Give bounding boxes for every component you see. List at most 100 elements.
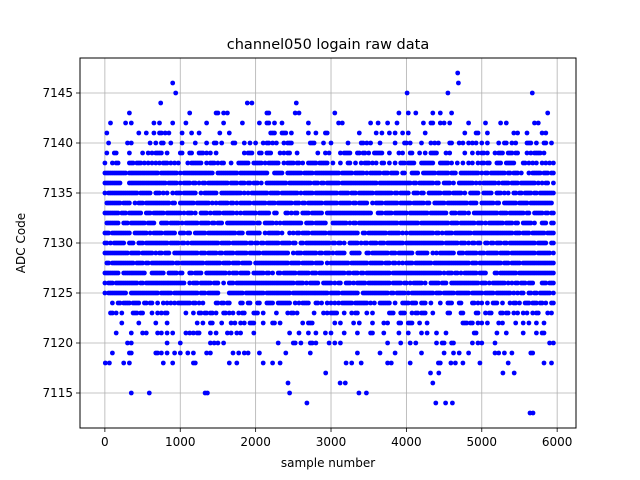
data-point — [505, 310, 511, 316]
data-point — [196, 300, 202, 306]
data-point — [307, 180, 313, 186]
data-point — [274, 310, 279, 316]
data-point — [496, 180, 502, 186]
data-point — [298, 170, 304, 176]
data-point — [541, 360, 547, 366]
data-point — [381, 160, 387, 166]
data-point — [249, 150, 255, 156]
data-point — [543, 280, 549, 286]
data-point — [485, 150, 490, 156]
data-point — [349, 170, 355, 176]
data-point — [509, 150, 515, 156]
data-point — [285, 210, 291, 216]
data-point — [396, 150, 402, 156]
data-point — [230, 200, 236, 206]
data-point — [405, 300, 411, 306]
data-point — [251, 330, 257, 336]
data-point — [260, 310, 266, 316]
data-point — [370, 320, 375, 326]
data-point — [388, 360, 394, 366]
data-point — [110, 160, 115, 166]
data-point — [409, 260, 415, 266]
data-point — [240, 290, 245, 296]
data-point — [309, 220, 315, 226]
data-point — [475, 170, 481, 176]
data-point — [226, 300, 232, 306]
data-point — [159, 150, 164, 156]
data-point — [341, 250, 347, 256]
data-point — [545, 210, 551, 216]
data-point — [528, 290, 534, 296]
data-point — [528, 220, 534, 226]
data-point — [355, 270, 360, 276]
data-point — [253, 140, 258, 146]
data-point — [539, 180, 545, 186]
data-point — [370, 190, 375, 196]
data-point — [315, 150, 321, 156]
data-point — [436, 280, 441, 286]
data-point — [326, 250, 332, 256]
data-point — [260, 240, 266, 246]
data-point — [509, 220, 515, 226]
data-point — [238, 210, 244, 216]
data-point — [492, 180, 498, 186]
data-point — [208, 340, 213, 346]
data-point — [530, 160, 536, 166]
data-point — [126, 200, 132, 206]
data-point — [264, 170, 270, 176]
data-point — [490, 290, 496, 296]
data-point — [381, 330, 387, 336]
data-point — [292, 270, 298, 276]
data-point — [392, 300, 398, 306]
data-point — [155, 300, 161, 306]
data-point — [505, 360, 511, 366]
data-point — [541, 320, 547, 326]
data-point — [394, 200, 400, 206]
data-point — [328, 280, 334, 286]
data-point — [240, 120, 245, 126]
data-point — [243, 240, 249, 246]
data-point — [287, 390, 292, 396]
data-point — [358, 240, 364, 246]
data-point — [177, 350, 183, 356]
data-point — [347, 150, 353, 156]
data-point — [125, 140, 130, 146]
data-point — [164, 150, 170, 156]
data-point — [404, 140, 409, 146]
data-point — [159, 130, 164, 136]
data-point — [355, 350, 360, 356]
data-point — [179, 150, 185, 156]
data-point — [456, 140, 462, 146]
data-point — [505, 180, 511, 186]
data-point — [520, 310, 526, 316]
data-point — [513, 190, 519, 196]
data-point — [177, 210, 183, 216]
data-point — [379, 210, 385, 216]
data-point — [324, 260, 330, 266]
data-point — [134, 280, 140, 286]
data-point — [234, 210, 240, 216]
data-point — [419, 280, 424, 286]
data-point — [277, 270, 283, 276]
data-point — [191, 310, 196, 316]
data-point — [228, 330, 234, 336]
data-point — [500, 310, 505, 316]
data-point — [253, 210, 258, 216]
data-point — [498, 260, 503, 266]
data-point — [549, 140, 554, 146]
data-point — [328, 300, 334, 306]
data-point — [430, 110, 436, 116]
data-point — [160, 360, 166, 366]
data-point — [181, 210, 187, 216]
data-point — [268, 150, 274, 156]
data-point — [147, 140, 153, 146]
data-point — [405, 110, 411, 116]
data-point — [551, 280, 556, 286]
data-point — [551, 340, 556, 346]
data-point — [117, 180, 123, 186]
data-point — [535, 180, 541, 186]
data-point — [372, 300, 377, 306]
data-point — [107, 360, 112, 366]
data-point — [179, 130, 185, 136]
data-point — [507, 170, 513, 176]
